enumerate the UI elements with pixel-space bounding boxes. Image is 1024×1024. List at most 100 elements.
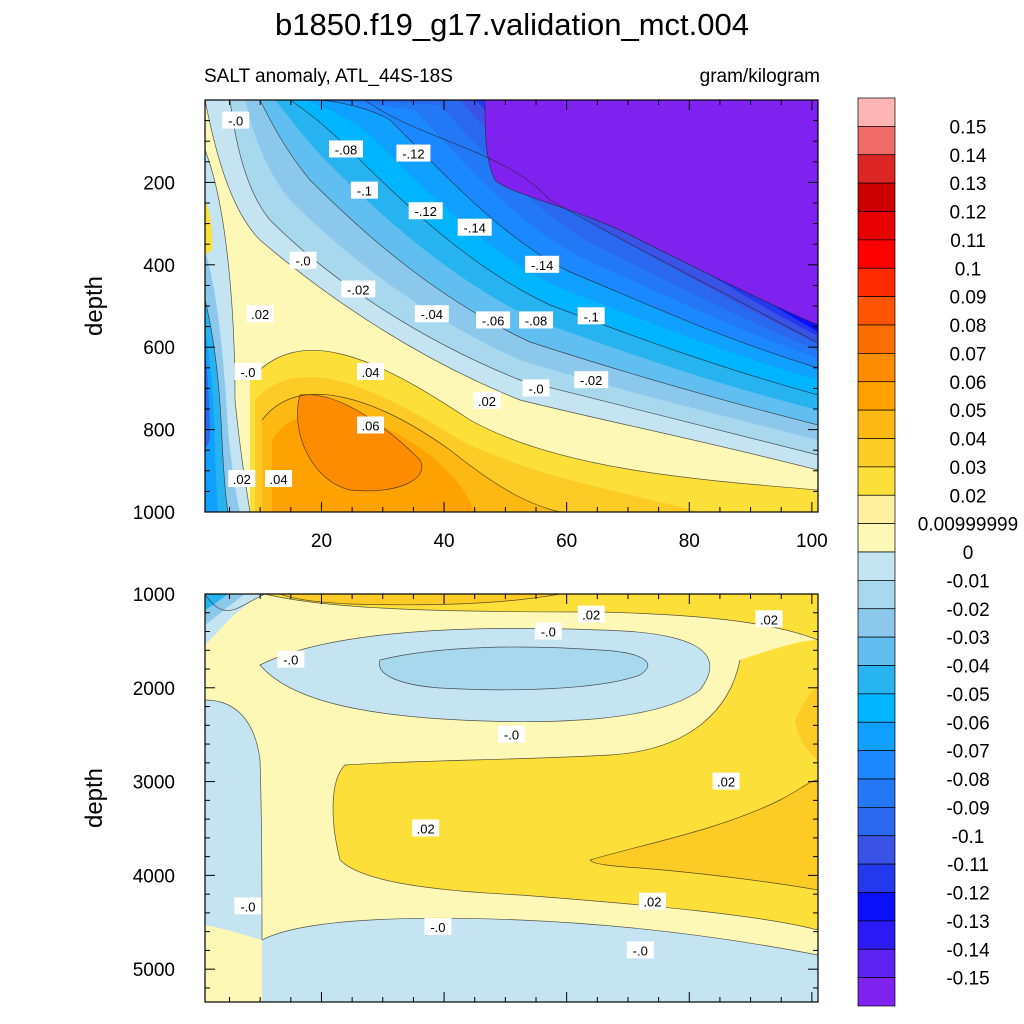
lower-y-tick-label: 1000 [133, 585, 175, 606]
upper-y-tick-label: 200 [143, 173, 175, 194]
contour-label-bg [412, 819, 440, 837]
colorbar: 0.15 0.14 0.13 0.12 0.11 0.1 0.09 0.08 0.07 0.06 0… [857, 97, 1018, 1007]
colorbar-level-label: 0.04 [950, 430, 987, 451]
colorbar-swatch [857, 126, 896, 156]
colorbar-swatch [857, 835, 896, 865]
contour-label-bg [396, 144, 431, 162]
lower-band-neg-0.01-bottom [262, 918, 818, 1002]
colorbar-level-label: 0.14 [950, 146, 987, 167]
contour-label: -.12 [402, 147, 424, 162]
upper-y-tick-label: 600 [143, 338, 175, 359]
contour-label-bg [519, 311, 554, 329]
upper-band-neg-0.15 [485, 100, 818, 325]
colorbar-swatch [857, 154, 896, 184]
colorbar-level-label: 0.00999999 [918, 515, 1018, 536]
contour-label-bg [525, 255, 560, 273]
colorbar-level-label: -0.06 [946, 713, 989, 734]
contour-label-bg [522, 379, 550, 397]
colorbar-swatch [857, 608, 896, 638]
contour-label-bg [473, 391, 501, 409]
colorbar-level-label: 0.11 [950, 231, 986, 252]
colorbar-swatch [857, 438, 896, 468]
chart-subtitle-left: SALT anomaly, ATL_44S-18S [204, 66, 453, 87]
chart-units: gram/kilogram [700, 66, 820, 87]
contour-label: .06 [361, 418, 379, 433]
upper-x-tick-label: 40 [433, 531, 454, 552]
upper-y-tick-label: 400 [143, 256, 175, 277]
lower-y-tick-label: 4000 [133, 866, 175, 887]
colorbar-swatch [857, 324, 896, 354]
contour-label-bg [277, 650, 305, 668]
upper-x-tick-label: 100 [796, 531, 828, 552]
contour-label-bg [341, 280, 376, 298]
contour-label: -.08 [525, 313, 547, 328]
contour-label-bg [476, 311, 511, 329]
colorbar-swatch [857, 892, 896, 922]
contour-label: -.0 [295, 254, 310, 269]
colorbar-swatch [857, 409, 896, 439]
contour-label: -.1 [584, 309, 599, 324]
contour-label: .02 [233, 472, 251, 487]
colorbar-level-label: 0.08 [950, 316, 987, 337]
lower-contour-lines [205, 594, 818, 956]
colorbar-swatch [857, 920, 896, 950]
lower-y-tick-label: 5000 [133, 960, 175, 981]
contour-label-bg [357, 362, 385, 380]
contour-label: .02 [643, 895, 661, 910]
colorbar-level-label: -0.13 [946, 912, 989, 933]
upper-y-axis-label: depth [81, 276, 108, 336]
lower-band-neg-0.02-upper [379, 647, 648, 690]
upper-y-tick-label: 800 [143, 421, 175, 442]
contour-label: .02 [760, 612, 778, 627]
colorbar-level-label: 0.15 [950, 117, 987, 138]
colorbar-swatch [857, 494, 896, 524]
axes-group: 20 40 60 80 100 200 400 600 800 1000 1000 2000 3000 4… [133, 100, 828, 1002]
colorbar-level-label: 0.09 [950, 288, 987, 309]
contour-label: -.1 [357, 184, 372, 199]
colorbar-level-label: 0.02 [950, 486, 987, 507]
lower-band-0.03-edge [795, 685, 818, 760]
colorbar-level-label: 0.06 [950, 373, 987, 394]
colorbar-swatch [857, 977, 896, 1007]
colorbar-swatch [857, 807, 896, 837]
colorbar-level-label: 0 [963, 543, 974, 564]
contour-label-bg [234, 897, 262, 915]
contour-label-bg [265, 470, 293, 488]
contour-label-bg [234, 362, 262, 380]
upper-left-yellow-band [205, 200, 213, 255]
colorbar-swatch [857, 523, 896, 553]
upper-contour-lines [205, 100, 818, 512]
colorbar-swatch [857, 551, 896, 581]
contour-label-bg [498, 725, 525, 743]
contour-label: -.14 [464, 221, 486, 236]
contour-label: .02 [478, 394, 496, 409]
lower-y-tick-label: 3000 [133, 773, 175, 794]
colorbar-level-label: -0.14 [946, 940, 990, 961]
colorbar-swatch [857, 580, 896, 610]
contour-label: -.0 [633, 943, 648, 958]
colorbar-level-label: -0.09 [946, 798, 989, 819]
colorbar-swatch [857, 693, 896, 723]
colorbar-level-label: -0.15 [946, 969, 989, 990]
contour-label-bg [574, 371, 609, 389]
colorbar-swatch [857, 296, 896, 326]
colorbar-swatch [857, 211, 896, 241]
upper-contour-field [205, 100, 818, 512]
contour-label-bg [328, 140, 363, 158]
colorbar-swatch [857, 863, 896, 893]
upper-y-tick-label: 1000 [133, 503, 175, 524]
contour-label: -.0 [228, 114, 243, 129]
contour-label: .04 [270, 472, 288, 487]
contour-label-bg [357, 416, 385, 434]
lower-band-0.03-right [590, 780, 818, 890]
contour-label: -.0 [240, 365, 255, 380]
colorbar-level-label: -0.01 [946, 571, 989, 592]
contour-label: .04 [361, 365, 379, 380]
contour-label: -.02 [580, 373, 602, 388]
contour-label: -.04 [421, 307, 443, 322]
contour-label-bg [408, 202, 443, 220]
colorbar-swatch [857, 97, 896, 127]
colorbar-level-label: -0.08 [946, 770, 989, 791]
contour-label: -.0 [283, 653, 298, 668]
